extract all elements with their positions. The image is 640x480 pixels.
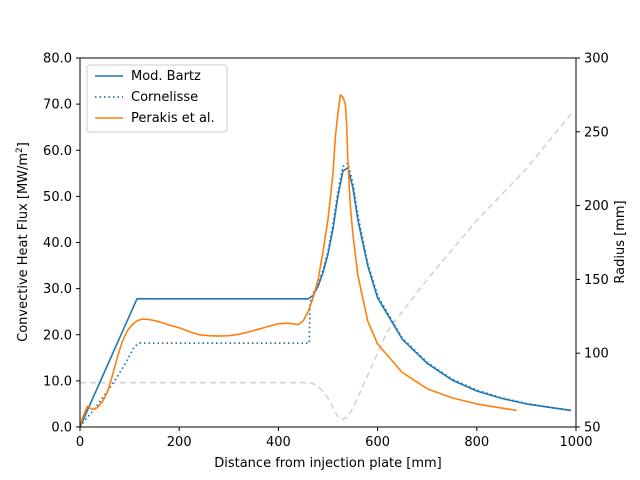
y-right-tick-label: 50 [584,421,601,436]
series-layer [79,94,572,428]
y-left-axis-label-main: Convective Heat Flux [MW/m [16,153,31,342]
y-left-tick-label: 50.0 [43,190,72,205]
y-right-tick-label: 100 [584,347,609,362]
y-left-tick-label: 10.0 [43,374,72,389]
y-left-tick-label: 20.0 [43,328,72,343]
x-tick-label: 200 [167,435,192,450]
y-right-tick-label: 150 [584,273,609,288]
y-left-axis-ticks: 0.0 10.0 20.0 30.0 40.0 50.0 60.0 70.0 80.0 [43,52,80,436]
y-left-tick-label: 80.0 [43,52,72,67]
legend: Mod. Bartz Cornelisse Perakis et al. [86,64,228,133]
y-left-tick-label: 40.0 [43,236,72,251]
series-line-mod-bartz [79,167,572,428]
x-tick-label: 600 [365,435,390,450]
legend-box [86,64,228,133]
x-axis-ticks: 0 200 400 600 800 1000 [76,427,593,450]
y-left-axis-label: Convective Heat Flux [MW/m2] [15,142,31,342]
y-left-tick-label: 0.0 [51,421,72,436]
legend-label-cornelisse: Cornelisse [131,90,198,105]
y-right-axis-label: Radius [mm] [613,200,628,283]
legend-label-mod-bartz: Mod. Bartz [131,69,201,84]
y-right-tick-label: 200 [584,199,609,214]
x-axis-label: Distance from injection plate [mm] [214,456,442,471]
y-right-tick-label: 250 [584,125,609,140]
x-tick-label: 1000 [559,435,592,450]
x-tick-label: 400 [266,435,291,450]
y-left-axis-label-sup: 2 [15,147,25,153]
x-tick-label: 800 [464,435,489,450]
series-line-perakis-et-al [79,94,517,428]
y-left-tick-label: 70.0 [43,98,72,113]
y-right-axis-ticks: 50 100 150 200 250 300 [576,52,609,436]
series-line-radius [80,113,572,421]
y-left-tick-label: 30.0 [43,282,72,297]
y-left-axis-label-end: ] [16,142,31,147]
y-left-tick-label: 60.0 [43,144,72,159]
y-right-tick-label: 300 [584,52,609,67]
x-tick-label: 0 [76,435,84,450]
legend-label-perakis: Perakis et al. [131,111,215,126]
